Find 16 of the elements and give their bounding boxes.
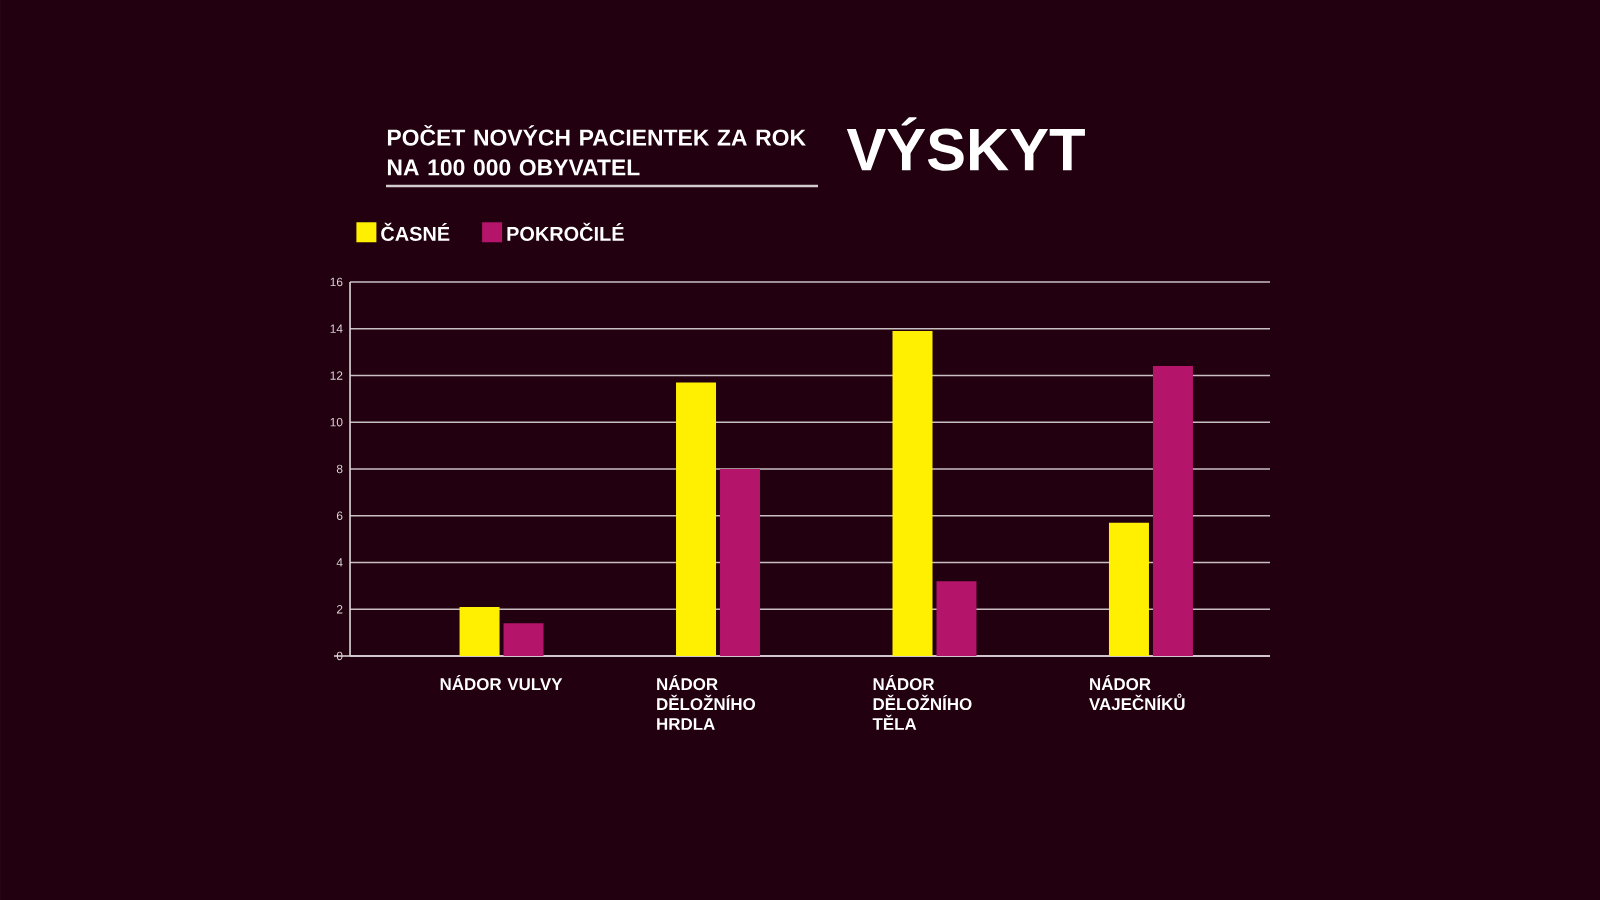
bar <box>1108 522 1149 656</box>
legend-label: ČASNÉ <box>381 222 450 241</box>
chart-title: VÝSKYT <box>846 117 1085 171</box>
bar <box>1152 366 1193 656</box>
bar <box>503 623 544 656</box>
x-tick-label: NÁDOR DĚLOŽNÍHO TĚLA <box>872 675 972 730</box>
bar <box>936 581 977 656</box>
bar <box>459 606 500 656</box>
x-tick-label: NÁDOR VULVY <box>440 675 563 691</box>
chart-subtitle: POČET NOVÝCH PACIENTEK ZA ROK NA 100 000 OBYVATEL <box>387 124 806 176</box>
x-tick-label: NÁDOR DĚLOŽNÍHO HRDLA <box>657 675 756 730</box>
legend-label: POKROČILÉ <box>507 222 624 241</box>
bar <box>720 468 761 656</box>
x-tick-label: NÁDOR VAJEČNÍKŮ <box>1089 675 1185 711</box>
bar <box>892 331 933 656</box>
bar <box>676 382 717 656</box>
